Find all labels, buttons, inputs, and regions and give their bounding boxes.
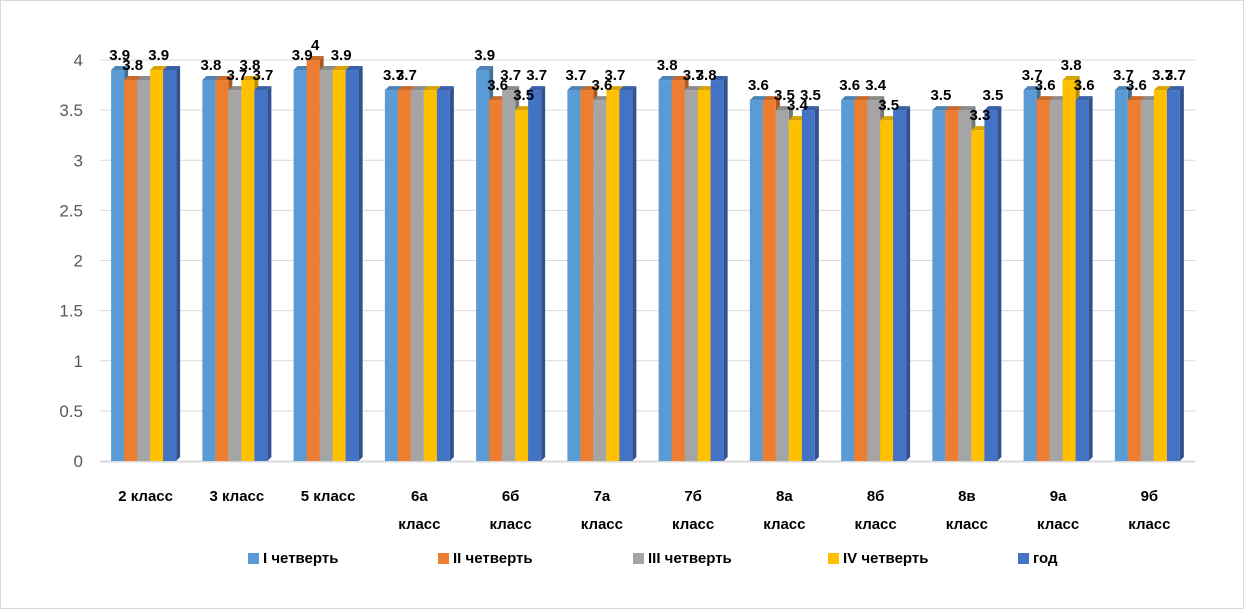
bar: [710, 76, 728, 462]
data-label: 3.7: [252, 67, 273, 84]
legend-swatch: [248, 552, 259, 564]
y-tick-label: 3: [74, 151, 83, 170]
data-label: 3.8: [657, 57, 678, 74]
data-label: 3.5: [800, 87, 821, 104]
data-label: 3.5: [774, 87, 795, 104]
data-label: 3.4: [865, 77, 887, 94]
x-tick-label: 8а класс: [763, 488, 805, 533]
bar: [801, 106, 819, 461]
y-axis: 0 0.5 1 1.5 2 2.5 3 3.5 4: [59, 51, 83, 471]
data-label: 3.6: [748, 77, 769, 94]
legend-swatch: [828, 552, 839, 564]
data-label: 3.7: [683, 67, 704, 84]
y-tick-label: 2: [74, 252, 83, 271]
data-label: 3.7: [1113, 67, 1134, 84]
x-axis: 2 класс 3 класс 5 класс 6а класс 6б класс 7а кла…: [118, 488, 1170, 533]
legend-item: IV четверть: [828, 546, 928, 570]
data-label: 3.8: [1061, 57, 1082, 74]
data-label: 3.9: [109, 47, 130, 64]
bar: [345, 66, 363, 462]
data-label: 3.9: [331, 47, 352, 64]
data-label: 3.6: [487, 77, 508, 94]
data-label: 3.7: [526, 67, 547, 84]
legend-label: I четверть: [263, 549, 339, 567]
data-label: 3.8: [122, 57, 143, 74]
x-tick-label: 8б класс: [855, 488, 897, 533]
data-label: 3.3: [969, 107, 990, 124]
legend-label: III четверть: [648, 549, 732, 567]
legend-item: III четверть: [633, 546, 732, 570]
y-tick-label: 2.5: [59, 201, 83, 220]
bar: [1166, 86, 1184, 461]
legend-swatch: [1018, 552, 1029, 564]
bar: [528, 86, 546, 461]
data-label: 3.6: [591, 77, 612, 94]
bars: [111, 56, 1184, 462]
data-label: 3.7: [1165, 67, 1186, 84]
data-label: 3.5: [513, 87, 534, 104]
data-label: 3.5: [878, 97, 899, 114]
data-label: 3.8: [200, 57, 221, 74]
x-tick-label: 5 класс: [301, 488, 356, 505]
data-label: 3.6: [1035, 77, 1056, 94]
x-tick-label: 6а класс: [398, 488, 440, 533]
bar: [436, 86, 454, 461]
legend-swatch: [633, 552, 644, 564]
y-tick-label: 0.5: [59, 402, 83, 421]
legend-label: год: [1033, 549, 1058, 567]
data-label: 3.6: [839, 77, 860, 94]
x-tick-label: 7а класс: [581, 488, 623, 533]
data-label: 3.7: [604, 67, 625, 84]
legend-swatch: [438, 552, 449, 564]
data-label: 3.9: [148, 47, 169, 64]
data-labels: 3.93.83.93.83.73.83.73.943.93.73.73.93.6…: [109, 37, 1186, 124]
legend-label: IV четверть: [843, 549, 929, 567]
data-label: 3.9: [474, 47, 495, 64]
data-label: 3.7: [226, 67, 247, 84]
data-label: 3.8: [696, 67, 717, 84]
x-tick-label: 6б класс: [490, 488, 532, 533]
data-label: 3.7: [1152, 67, 1173, 84]
data-label: 4: [311, 37, 320, 54]
bar: [984, 106, 1002, 461]
legend-item: I четверть: [248, 546, 338, 570]
bar: [1075, 96, 1093, 461]
x-tick-label: 2 класс: [118, 488, 173, 505]
y-tick-label: 0: [74, 452, 83, 471]
bar: [893, 106, 911, 461]
data-label: 3.7: [565, 67, 586, 84]
x-tick-label: 3 класс: [209, 488, 264, 505]
bar: [254, 86, 272, 461]
y-tick-label: 3.5: [59, 101, 83, 120]
data-label: 3.7: [396, 67, 417, 84]
bar: [163, 66, 181, 462]
data-label: 3.5: [930, 87, 951, 104]
data-label: 3.7: [383, 67, 404, 84]
data-label: 3.6: [1126, 77, 1147, 94]
data-label: 3.6: [1074, 77, 1095, 94]
legend: I четверть II четверть III четверть IV четв…: [0, 546, 1244, 570]
data-label: 3.9: [292, 47, 313, 64]
data-label: 3.8: [239, 57, 260, 74]
x-tick-label: 9б класс: [1128, 488, 1170, 533]
legend-label: II четверть: [453, 549, 533, 567]
bar: [619, 86, 637, 461]
y-tick-label: 1: [74, 352, 83, 371]
legend-item: II четверть: [438, 546, 533, 570]
data-label: 3.4: [787, 97, 809, 114]
y-tick-label: 1.5: [59, 302, 83, 321]
gridlines: [100, 59, 1195, 463]
x-tick-label: 8в класс: [946, 488, 988, 533]
data-label: 3.7: [500, 67, 521, 84]
y-tick-label: 4: [74, 51, 83, 70]
x-tick-label: 7б класс: [672, 488, 714, 533]
data-label: 3.5: [982, 87, 1003, 104]
legend-item: год: [1018, 546, 1058, 570]
x-tick-label: 9а класс: [1037, 488, 1079, 533]
data-label: 3.7: [1022, 67, 1043, 84]
